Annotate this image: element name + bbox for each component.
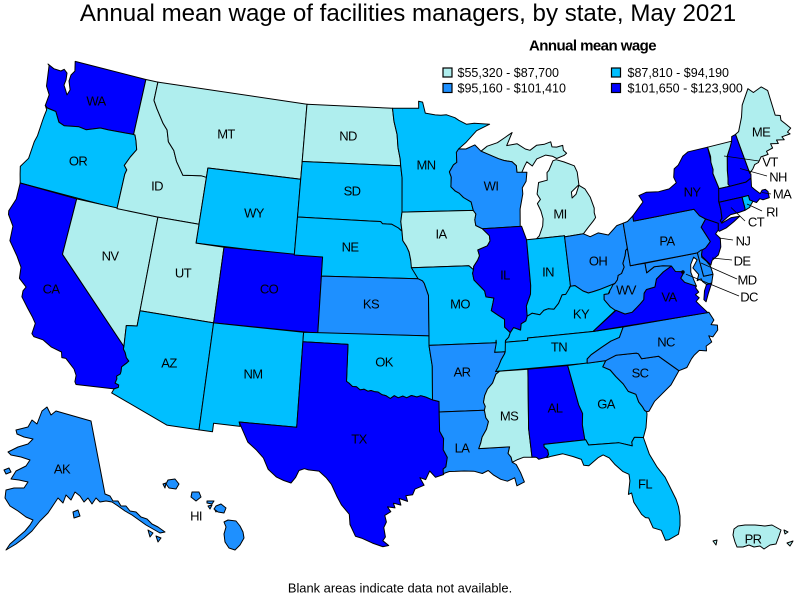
svg-text:VT: VT: [762, 155, 778, 170]
svg-text:NC: NC: [657, 335, 675, 350]
svg-text:ID: ID: [151, 179, 163, 194]
svg-text:CO: CO: [260, 282, 279, 297]
svg-text:OH: OH: [589, 254, 608, 269]
svg-text:SD: SD: [344, 184, 361, 199]
svg-text:MD: MD: [737, 273, 756, 288]
svg-text:MO: MO: [450, 297, 470, 312]
svg-text:VA: VA: [661, 290, 677, 305]
svg-text:CA: CA: [43, 282, 61, 297]
svg-text:AZ: AZ: [161, 356, 177, 371]
svg-text:WV: WV: [616, 283, 637, 298]
svg-text:NJ: NJ: [736, 234, 751, 249]
svg-text:UT: UT: [175, 266, 192, 281]
svg-text:AL: AL: [548, 401, 563, 416]
svg-text:WI: WI: [484, 179, 499, 194]
svg-text:GA: GA: [597, 397, 616, 412]
svg-text:WY: WY: [244, 206, 265, 221]
svg-text:$55,320 - $87,700: $55,320 - $87,700: [458, 66, 560, 80]
svg-text:DE: DE: [734, 254, 752, 269]
svg-text:HI: HI: [190, 509, 202, 524]
svg-text:IL: IL: [500, 268, 510, 283]
svg-text:OK: OK: [375, 355, 394, 370]
svg-text:KS: KS: [363, 297, 380, 312]
svg-text:NV: NV: [102, 249, 120, 264]
svg-text:NM: NM: [243, 367, 262, 382]
svg-text:FL: FL: [638, 477, 652, 492]
svg-text:TX: TX: [351, 432, 367, 447]
svg-text:RI: RI: [766, 205, 778, 220]
svg-text:DC: DC: [740, 290, 758, 305]
svg-text:CT: CT: [748, 215, 765, 230]
svg-text:PR: PR: [745, 532, 762, 547]
svg-text:MS: MS: [500, 409, 519, 424]
svg-text:IA: IA: [435, 227, 447, 242]
svg-text:$95,160 - $101,410: $95,160 - $101,410: [458, 82, 566, 96]
svg-text:SC: SC: [632, 366, 649, 381]
svg-text:MA: MA: [773, 187, 792, 202]
svg-text:PA: PA: [659, 234, 675, 249]
svg-text:MN: MN: [416, 158, 435, 173]
svg-text:NE: NE: [342, 240, 360, 255]
svg-text:ME: ME: [752, 125, 771, 140]
svg-text:OR: OR: [69, 154, 88, 169]
svg-text:AK: AK: [54, 462, 71, 477]
svg-text:$87,810 - $94,190: $87,810 - $94,190: [628, 66, 730, 80]
svg-text:Annual mean wage: Annual mean wage: [529, 38, 656, 55]
svg-text:KY: KY: [573, 307, 590, 322]
svg-text:Annual mean wage of facilities: Annual mean wage of facilities managers,…: [80, 0, 736, 27]
svg-text:NH: NH: [769, 170, 787, 185]
svg-text:LA: LA: [455, 441, 471, 456]
svg-text:AR: AR: [454, 365, 471, 380]
svg-text:TN: TN: [551, 340, 567, 355]
svg-text:Blank areas indicate data not: Blank areas indicate data not available.: [288, 581, 512, 596]
svg-text:NY: NY: [684, 185, 702, 200]
svg-text:WA: WA: [86, 94, 106, 109]
svg-text:MI: MI: [553, 207, 566, 222]
svg-text:MT: MT: [217, 127, 235, 142]
svg-text:ND: ND: [339, 129, 357, 144]
svg-text:IN: IN: [542, 265, 554, 280]
svg-text:$101,650 - $123,900: $101,650 - $123,900: [628, 82, 743, 96]
